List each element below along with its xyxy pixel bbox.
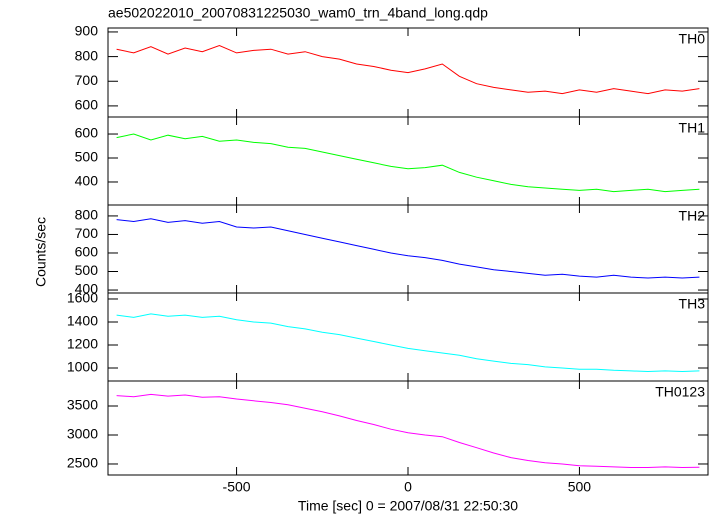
data-line: [116, 44, 700, 95]
data-line: [116, 313, 700, 373]
y-tick-label: 3500: [67, 397, 98, 413]
y-tick-label: 700: [75, 225, 99, 241]
panel-label: TH0123: [655, 384, 705, 400]
y-tick-label: 600: [75, 97, 99, 113]
y-tick-label: 1000: [67, 359, 98, 375]
y-tick-label: 800: [75, 207, 99, 223]
panel-label: TH0: [679, 31, 706, 47]
panel-label: TH3: [679, 296, 706, 312]
panel-label: TH2: [679, 208, 706, 224]
data-line: [116, 218, 700, 279]
y-tick-label: 500: [75, 149, 99, 165]
y-tick-label: 400: [75, 173, 99, 189]
y-tick-label: 1200: [67, 336, 98, 352]
y-tick-label: 500: [75, 262, 99, 278]
y-tick-label: 800: [75, 47, 99, 63]
x-tick-label: 0: [404, 479, 412, 495]
y-tick-label: 700: [75, 72, 99, 88]
panel-label: TH1: [679, 120, 706, 136]
panel-frame: [107, 204, 709, 294]
y-tick-label: 1400: [67, 313, 98, 329]
x-tick-label: 500: [568, 479, 592, 495]
y-tick-label: 2500: [67, 455, 98, 471]
y-axis-label: Counts/sec: [33, 217, 49, 287]
data-line: [116, 393, 700, 469]
panel-frame: [107, 292, 709, 382]
y-tick-label: 1600: [67, 290, 98, 306]
y-tick-label: 600: [75, 125, 99, 141]
panel-frame: [107, 380, 709, 476]
y-tick-label: 600: [75, 244, 99, 260]
chart-title: ae502022010_20070831225030_wam0_trn_4ban…: [108, 5, 488, 21]
y-tick-label: 900: [75, 23, 99, 39]
x-tick-label: -500: [223, 479, 251, 495]
y-tick-label: 3000: [67, 426, 98, 442]
data-line: [116, 133, 700, 193]
y-tick-label: 400: [75, 281, 99, 297]
x-axis-label: Time [sec] 0 = 2007/08/31 22:50:30: [298, 498, 518, 514]
